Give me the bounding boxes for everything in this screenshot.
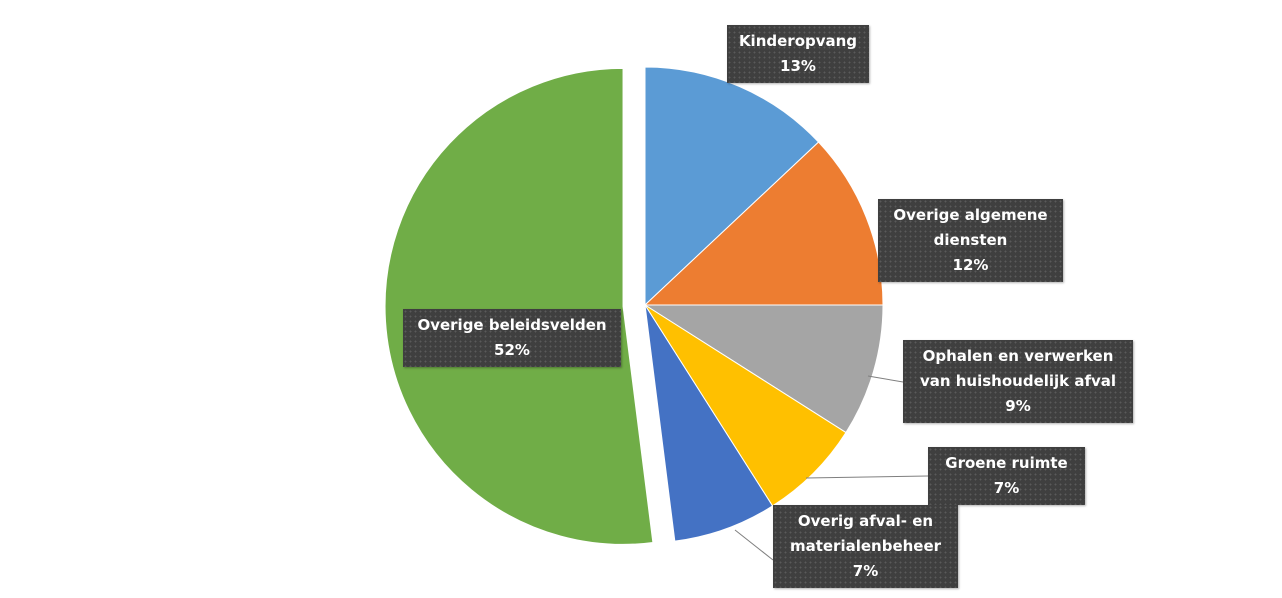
label-value: 12% [952,256,989,274]
label-value: 52% [494,341,530,359]
pie-slice [644,304,847,507]
label-category: Kinderopvang [738,32,858,50]
pie-slice [643,304,884,434]
data-label: Overig afval- en materialenbeheer 7% [773,505,958,588]
pie-slice [644,304,774,542]
label-category: Overige beleidsvelden [417,316,607,334]
data-label: Overige algemene diensten 12% [878,199,1063,282]
data-label: Groene ruimte 7% [928,447,1085,505]
label-value: 7% [852,562,879,580]
label-value: 9% [1005,397,1031,415]
data-label: Ophalen en verwerken van huishoudelijk a… [903,340,1133,423]
data-label: Overige beleidsvelden 52% [403,309,621,367]
leader-line [867,375,904,383]
data-label: Kinderopvang 13% [727,25,869,83]
label-category: Overige algemene diensten [893,206,1048,249]
leader-line [734,529,774,561]
pie-slice [384,67,654,545]
label-category: Ophalen en verwerken van huishoudelijk a… [919,347,1117,390]
pie-slice [643,141,884,306]
pie-slice [644,66,820,307]
label-category: Groene ruimte [945,454,1068,472]
label-category: Overig afval- en materialenbeheer [789,512,942,555]
label-value: 13% [780,57,816,75]
label-value: 7% [993,479,1020,497]
leader-line [805,475,929,479]
